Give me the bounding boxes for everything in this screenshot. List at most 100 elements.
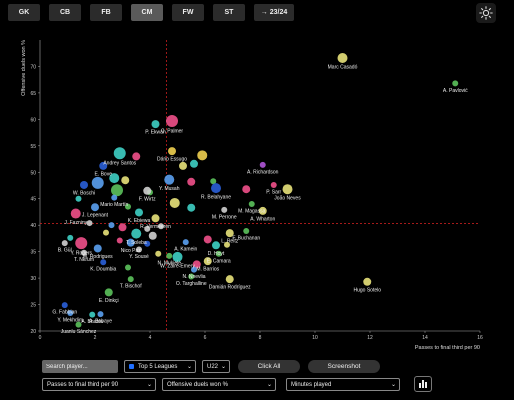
player-point[interactable] [108, 222, 115, 229]
player-point[interactable] [224, 241, 230, 248]
tab-st[interactable]: ST [213, 4, 245, 21]
tab-season[interactable]: → 23/24 [254, 4, 294, 21]
player-point[interactable] [168, 147, 176, 156]
player-point[interactable] [270, 181, 277, 188]
player-point[interactable] [187, 203, 196, 212]
player-point[interactable] [363, 277, 372, 286]
chart-marks [61, 52, 459, 328]
player-point[interactable] [81, 249, 87, 256]
player-point[interactable] [166, 114, 178, 127]
player-point[interactable] [259, 161, 266, 168]
player-point[interactable] [452, 80, 459, 87]
player-point[interactable] [116, 237, 123, 244]
player-point[interactable] [203, 235, 212, 244]
tab-fb[interactable]: FB [90, 4, 122, 21]
player-point[interactable] [158, 223, 164, 230]
player-point[interactable] [151, 120, 160, 129]
chart-axes: 0 2 4 6 8 10 12 14 16 20 25 30 35 40 45 50 55 60 65 70 Passe… [21, 40, 483, 351]
player-point[interactable] [91, 176, 104, 189]
player-point[interactable] [121, 176, 130, 185]
player-point[interactable] [225, 275, 234, 284]
player-point[interactable] [225, 229, 234, 238]
player-point[interactable] [109, 173, 120, 184]
player-point[interactable] [86, 220, 93, 227]
player-point[interactable] [104, 288, 113, 297]
player-point[interactable] [61, 240, 68, 247]
player-point[interactable] [203, 257, 212, 266]
player-label: D. Hoyt [208, 251, 225, 257]
tab-fw[interactable]: FW [172, 4, 204, 21]
player-point[interactable] [97, 311, 104, 318]
player-point[interactable] [125, 264, 131, 271]
chart-type-button[interactable] [414, 376, 432, 392]
screenshot-button[interactable]: Screenshot [308, 360, 380, 373]
player-point[interactable] [113, 147, 126, 160]
player-point[interactable] [100, 259, 107, 266]
player-point[interactable] [135, 208, 143, 217]
player-point[interactable] [212, 241, 220, 250]
x-metric-select[interactable]: Passes to final third per 90 ⌄ [42, 378, 156, 391]
player-point[interactable] [164, 174, 175, 185]
player-point[interactable] [127, 276, 134, 283]
y-axis-label: Offensive duels won % [21, 40, 27, 96]
tab-gk[interactable]: GK [8, 4, 40, 21]
click-all-button[interactable]: Click All [238, 360, 300, 373]
player-point[interactable] [190, 159, 198, 168]
player-point[interactable] [166, 252, 173, 259]
player-point[interactable] [75, 321, 82, 328]
y-metric-select[interactable]: Offensive duels won % ⌄ [162, 378, 276, 391]
player-point[interactable] [91, 203, 99, 212]
player-point[interactable] [242, 185, 251, 194]
player-point[interactable] [337, 52, 348, 63]
player-point[interactable] [215, 250, 222, 257]
player-point[interactable] [182, 239, 189, 246]
player-point[interactable] [99, 161, 108, 170]
tab-cb[interactable]: CB [49, 4, 81, 21]
player-point[interactable] [61, 302, 68, 309]
player-point[interactable] [243, 228, 250, 235]
player-point[interactable] [93, 244, 102, 253]
player-point[interactable] [211, 183, 221, 194]
league-select[interactable]: Top 5 Leagues ⌄ [124, 360, 196, 373]
player-point[interactable] [75, 195, 82, 202]
theme-toggle-button[interactable] [476, 3, 496, 23]
player-point[interactable] [118, 223, 127, 232]
player-point[interactable] [148, 231, 157, 240]
player-point[interactable] [169, 197, 180, 208]
player-point[interactable] [75, 237, 88, 250]
player-point[interactable] [155, 250, 162, 257]
player-point[interactable] [125, 203, 131, 210]
player-point[interactable] [103, 229, 109, 236]
size-metric-select[interactable]: Minutes played ⌄ [286, 378, 400, 391]
player-point[interactable] [70, 208, 81, 219]
player-point[interactable] [131, 228, 142, 239]
player-point[interactable] [248, 201, 255, 208]
player-point[interactable] [192, 260, 201, 269]
player-point[interactable] [172, 251, 183, 262]
player-point[interactable] [67, 310, 74, 317]
player-point[interactable] [144, 225, 151, 232]
player-point[interactable] [126, 238, 135, 247]
tab-cm[interactable]: CM [131, 4, 163, 21]
player-point[interactable] [197, 150, 208, 161]
player-point[interactable] [89, 311, 96, 318]
player-point[interactable] [179, 161, 187, 170]
player-point[interactable] [132, 152, 141, 161]
player-point[interactable] [187, 177, 196, 186]
player-point[interactable] [144, 240, 151, 247]
player-point[interactable] [136, 246, 142, 253]
player-point[interactable] [143, 186, 152, 195]
player-point[interactable] [151, 214, 160, 223]
player-point[interactable] [80, 180, 88, 189]
player-point[interactable] [188, 273, 195, 280]
age-select[interactable]: U22 ⌄ [202, 360, 230, 373]
player-point[interactable] [111, 184, 123, 197]
player-point[interactable] [111, 194, 118, 201]
player-point[interactable] [210, 178, 217, 185]
player-point[interactable] [191, 266, 197, 273]
player-point[interactable] [282, 184, 293, 195]
search-input[interactable] [42, 360, 118, 373]
player-point[interactable] [221, 206, 228, 213]
player-point[interactable] [258, 206, 267, 215]
player-point[interactable] [67, 234, 74, 241]
